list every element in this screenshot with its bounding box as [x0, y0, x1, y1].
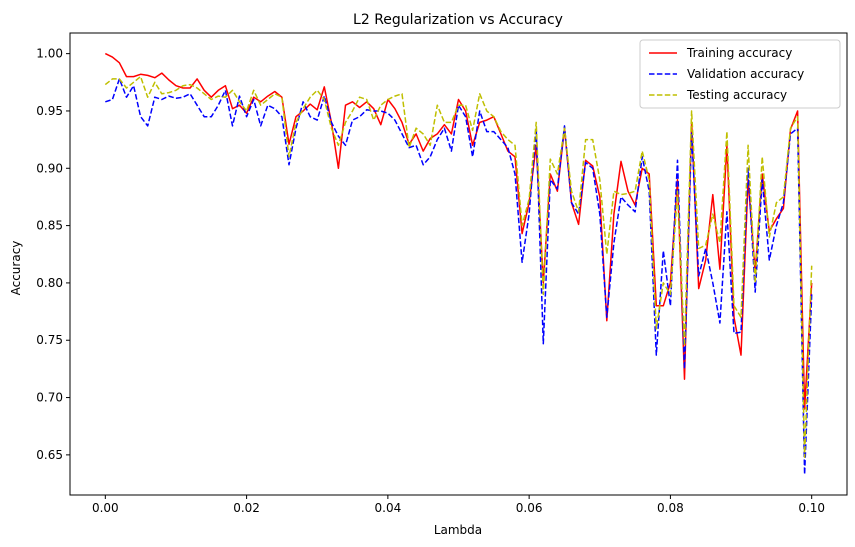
- legend-label: Validation accuracy: [687, 67, 804, 81]
- chart-title: L2 Regularization vs Accuracy: [353, 12, 563, 28]
- x-tick-label: 0.06: [516, 501, 543, 515]
- legend-box: [639, 39, 841, 109]
- y-axis: 0.65 0.70 0.75 0.80 0.85 0.90 0.95 1.00: [36, 47, 70, 462]
- x-tick-label: 0.02: [233, 501, 260, 515]
- x-tick-label: 0.08: [657, 501, 684, 515]
- y-axis-label: Accuracy: [9, 241, 23, 296]
- series-line-testing-accuracy: [104, 75, 813, 458]
- y-tick-label: 0.75: [36, 333, 63, 347]
- x-tick-label: 0.04: [375, 501, 402, 515]
- legend: Training accuracy Validation accuracy Test…: [639, 39, 841, 109]
- series-line-validation-accuracy: [105, 78, 813, 476]
- plot-area-frame: [69, 32, 848, 496]
- legend-label: Training accuracy: [686, 46, 792, 60]
- y-tick-label: 0.90: [36, 161, 63, 175]
- legend-label: Testing accuracy: [686, 88, 787, 102]
- y-tick-label: 0.80: [36, 276, 63, 290]
- x-tick-label: 0.00: [92, 501, 119, 515]
- y-tick-label: 0.65: [36, 448, 63, 462]
- x-axis-label: Lambda: [434, 523, 482, 537]
- y-tick-label: 0.95: [36, 104, 63, 118]
- series-layer: [104, 52, 813, 476]
- y-tick-label: 1.00: [36, 47, 63, 61]
- y-tick-label: 0.85: [36, 219, 63, 233]
- y-tick-label: 0.70: [36, 391, 63, 405]
- x-axis: 0.00 0.02 0.04 0.06 0.08 0.10: [92, 495, 825, 515]
- x-tick-label: 0.10: [798, 501, 825, 515]
